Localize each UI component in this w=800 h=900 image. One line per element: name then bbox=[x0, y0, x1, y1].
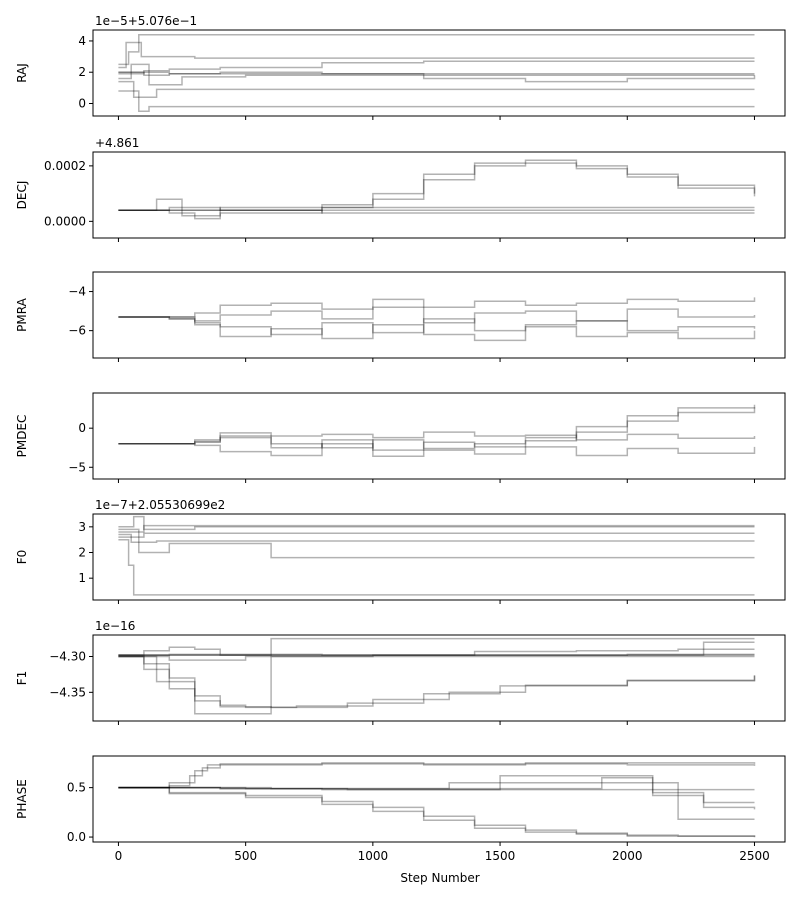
axes-frame bbox=[92, 634, 786, 722]
axes-frame bbox=[92, 513, 786, 601]
walker-line bbox=[118, 209, 755, 220]
panel-pmdec: −5 0 PMDEC bbox=[15, 392, 786, 483]
x-tick-label: 0 bbox=[115, 849, 123, 863]
y-tick-label: 0 bbox=[78, 96, 86, 110]
y-tick-label: 3 bbox=[78, 520, 86, 534]
y-tick-label: 0.0 bbox=[67, 830, 86, 844]
walker-line bbox=[118, 533, 755, 543]
walker-line bbox=[118, 762, 756, 789]
walker-line bbox=[118, 90, 755, 113]
walker-line bbox=[118, 297, 756, 318]
walker-line bbox=[118, 162, 756, 212]
walker-line bbox=[118, 524, 755, 533]
walker-line bbox=[118, 781, 755, 821]
y-tick-label: −4 bbox=[68, 285, 86, 299]
axes-frame bbox=[92, 755, 786, 843]
y-axis-label: DECJ bbox=[15, 181, 29, 210]
walker-line bbox=[118, 63, 755, 86]
x-tick-label: 1500 bbox=[485, 849, 516, 863]
walker-line bbox=[118, 786, 755, 791]
walker-line bbox=[118, 431, 756, 445]
walker-line bbox=[118, 641, 755, 656]
walkers bbox=[118, 637, 756, 715]
walker-line bbox=[118, 206, 755, 212]
y-tick-label: 0.0002 bbox=[44, 159, 86, 173]
walker-line bbox=[118, 71, 755, 77]
walkers bbox=[118, 515, 755, 596]
walker-line bbox=[118, 786, 756, 838]
y-tick-label: 2 bbox=[78, 65, 86, 79]
walker-line bbox=[118, 306, 756, 324]
y-tick-label: 1 bbox=[78, 571, 86, 585]
walkers bbox=[118, 159, 756, 220]
x-axis-label: Step Number bbox=[400, 871, 479, 885]
y-tick-label: 0 bbox=[78, 421, 86, 435]
panel-phase: 0.0 0.5 0 500 1000 1500 2000 2500 PHASE bbox=[15, 755, 786, 863]
y-tick-label: 4 bbox=[78, 34, 86, 48]
walker-line bbox=[118, 41, 755, 69]
walker-line bbox=[118, 532, 755, 538]
panel-f0: 1 2 3 1e−7+2.05530699e2 F0 bbox=[15, 498, 786, 604]
walker-line bbox=[118, 316, 756, 342]
walker-line bbox=[118, 404, 756, 451]
y-axis-label: F0 bbox=[15, 550, 29, 565]
axes-frame bbox=[92, 151, 786, 239]
y-axis-label: PHASE bbox=[15, 779, 29, 819]
walker-line bbox=[118, 528, 755, 559]
x-tick-label: 1000 bbox=[358, 849, 389, 863]
walker-line bbox=[118, 655, 755, 715]
y-tick-label: −4.35 bbox=[49, 685, 86, 699]
walker-line bbox=[118, 159, 756, 212]
walker-line bbox=[118, 71, 756, 83]
walkers bbox=[118, 404, 756, 458]
y-tick-label: 0.5 bbox=[67, 781, 86, 795]
panel-decj: 0.0000 0.0002 +4.861 DECJ bbox=[15, 136, 786, 242]
walkers bbox=[118, 297, 756, 342]
walker-line bbox=[118, 198, 755, 217]
walker-line bbox=[118, 515, 755, 531]
axes-frame bbox=[92, 29, 786, 117]
walker-line bbox=[118, 648, 755, 661]
walker-line bbox=[118, 80, 755, 98]
walker-line bbox=[118, 33, 755, 66]
y-axis-label: RAJ bbox=[15, 63, 29, 83]
walker-line bbox=[118, 646, 755, 656]
walker-line bbox=[118, 763, 756, 789]
walker-line bbox=[118, 316, 756, 336]
y-axis-label: PMRA bbox=[15, 297, 29, 331]
panel-raj: 0 2 4 1e−5+5.076e−1 RAJ bbox=[15, 14, 786, 120]
axis-offset-text: 1e−7+2.05530699e2 bbox=[95, 498, 225, 512]
axis-offset-text: +4.861 bbox=[95, 136, 139, 150]
walker-line bbox=[118, 60, 755, 73]
y-axis-label: F1 bbox=[15, 671, 29, 686]
x-tick-label: 2500 bbox=[739, 849, 770, 863]
walker-line bbox=[118, 775, 756, 810]
y-tick-label: −6 bbox=[68, 324, 86, 338]
walker-line bbox=[118, 786, 756, 838]
walker-line bbox=[118, 538, 755, 596]
y-axis-label: PMDEC bbox=[15, 415, 29, 458]
panel-pmra: −6 −4 PMRA bbox=[15, 271, 786, 362]
walker-line bbox=[118, 653, 755, 656]
y-tick-label: 2 bbox=[78, 546, 86, 560]
axis-offset-text: 1e−16 bbox=[95, 619, 135, 633]
walkers bbox=[118, 33, 756, 113]
y-tick-label: −4.30 bbox=[49, 650, 86, 664]
walker-line bbox=[118, 776, 755, 804]
walker-line bbox=[118, 655, 756, 709]
axes-frame bbox=[92, 392, 786, 480]
walker-line bbox=[118, 637, 755, 656]
x-tick-label: 500 bbox=[234, 849, 257, 863]
walker-line bbox=[118, 655, 756, 709]
axis-offset-text: 1e−5+5.076e−1 bbox=[95, 14, 197, 28]
axes-frame bbox=[92, 271, 786, 359]
y-tick-label: 0.0000 bbox=[44, 214, 86, 228]
walker-line bbox=[118, 407, 756, 450]
walker-line bbox=[118, 443, 756, 458]
y-tick-label: −5 bbox=[68, 460, 86, 474]
walkers bbox=[118, 762, 756, 838]
panel-f1: −4.35 −4.30 1e−16 F1 bbox=[15, 619, 786, 725]
x-tick-label: 2000 bbox=[612, 849, 643, 863]
